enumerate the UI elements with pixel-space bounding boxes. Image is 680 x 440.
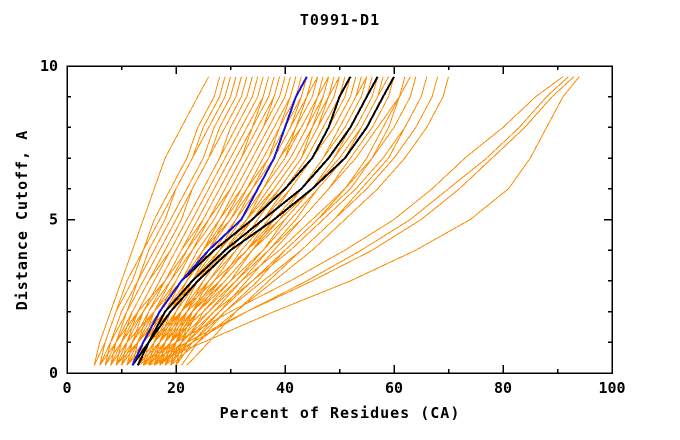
series-line-orange xyxy=(148,76,340,366)
series-line-orange xyxy=(142,76,379,366)
series-line-orange xyxy=(99,76,248,366)
series-line-orange xyxy=(148,76,389,366)
series-line-orange xyxy=(126,76,286,366)
series-line-orange xyxy=(104,76,237,366)
chart-title: T0991-D1 xyxy=(299,11,381,29)
y-tick-label: 10 xyxy=(40,57,58,75)
series-line-orange xyxy=(153,76,569,366)
x-tick-label: 100 xyxy=(598,379,625,397)
series-line-orange xyxy=(137,76,324,366)
series-line-orange xyxy=(131,76,335,366)
y-tick-label: 0 xyxy=(49,364,58,382)
series-line-orange xyxy=(99,76,270,366)
series-line-orange xyxy=(121,76,253,366)
series-line-orange xyxy=(137,76,564,366)
series-line-orange xyxy=(164,76,373,366)
series-line-orange xyxy=(115,76,308,366)
series-line-orange xyxy=(126,76,264,366)
series-line-orange xyxy=(137,76,275,366)
series-line-orange xyxy=(93,76,210,366)
y-tick-label: 5 xyxy=(49,211,58,229)
x-tick-label: 20 xyxy=(167,379,185,397)
series-line-black xyxy=(131,76,379,366)
series-line-orange xyxy=(110,76,226,366)
y-axis-label: Distance Cutoff, A xyxy=(13,129,31,311)
series-line-orange xyxy=(153,76,297,366)
series-line-black xyxy=(136,76,395,366)
series-line-orange xyxy=(164,76,439,366)
series-line-orange xyxy=(148,76,406,366)
series-line-orange xyxy=(99,76,221,366)
x-axis-label: Percent of Residues (CA) xyxy=(219,404,461,422)
series-line-orange xyxy=(170,76,357,366)
series-line-orange xyxy=(148,76,580,366)
series-line-orange xyxy=(170,76,449,366)
x-tick-label: 80 xyxy=(494,379,512,397)
series-line-orange xyxy=(159,76,411,366)
series-line-orange xyxy=(115,76,286,366)
x-tick-label: 60 xyxy=(385,379,403,397)
series-line-orange xyxy=(115,76,242,366)
series-line-orange xyxy=(153,76,417,366)
x-tick-label: 40 xyxy=(276,379,294,397)
series-line-blue xyxy=(131,76,308,366)
series-line-orange xyxy=(142,76,330,366)
series-line-orange xyxy=(143,76,575,366)
x-tick-label: 0 xyxy=(62,379,71,397)
series-line-orange xyxy=(104,76,281,366)
